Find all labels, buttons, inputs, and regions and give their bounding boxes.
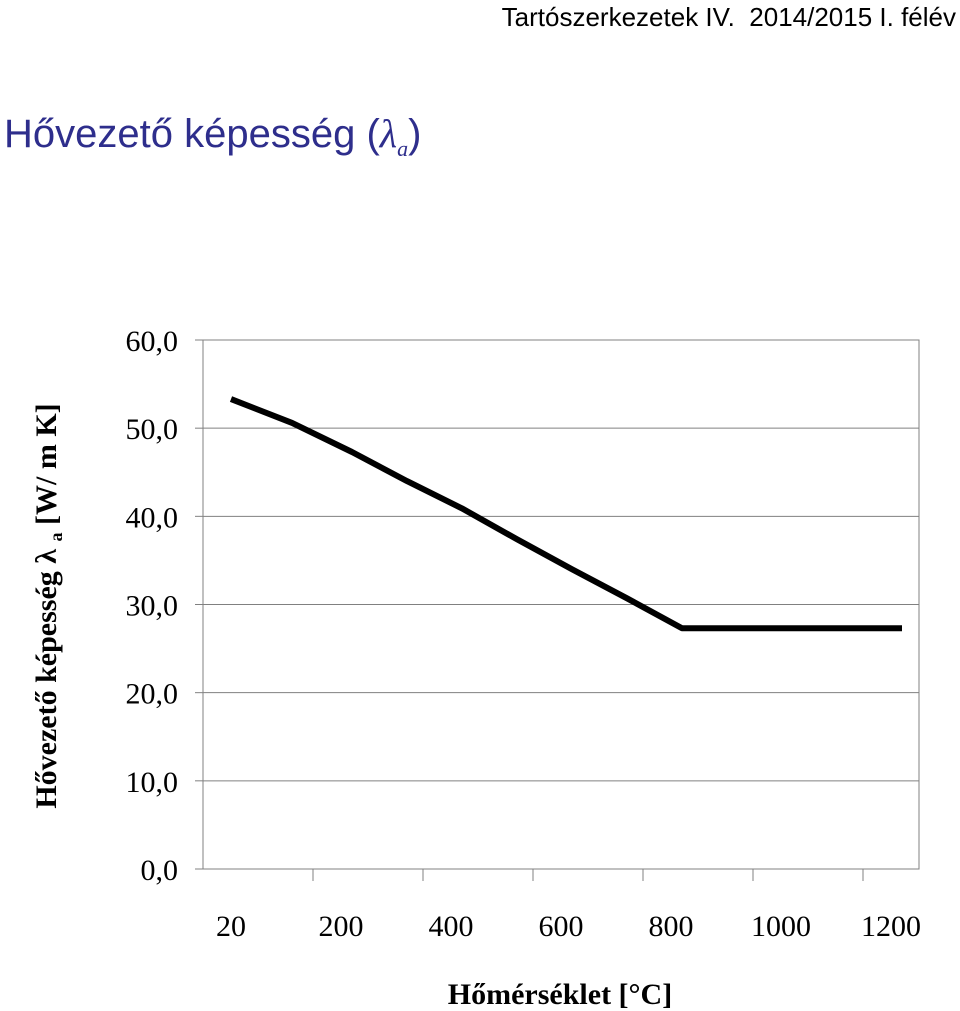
x-tick-label: 400: [429, 910, 474, 943]
x-tick-label: 20: [216, 910, 246, 943]
y-axis-label: Hővezető képesség λ a [W/ m K]: [30, 403, 69, 808]
x-tick-label: 1000: [751, 910, 811, 943]
y-tick-label: 60,0: [126, 325, 179, 358]
page-title-text: Hővezető képesség: [4, 112, 356, 156]
x-tick-label: 600: [539, 910, 584, 943]
course-name: Tartószerkezetek IV.: [501, 2, 735, 32]
series-line: [229, 396, 902, 632]
page-title-symbol: λ: [379, 111, 398, 156]
y-tick-label: 40,0: [126, 501, 179, 534]
y-tick-label: 10,0: [126, 766, 179, 799]
x-axis: 20 200 400 600 800 1000 1200: [216, 869, 921, 943]
y-tick-label: 50,0: [126, 413, 179, 446]
y-axis: 0,0 10,0 20,0 30,0 40,0 50,0 60,0: [126, 325, 203, 887]
x-tick-label: 200: [319, 910, 364, 943]
y-tick-label: 20,0: [126, 678, 179, 711]
course-term: 2014/2015 I. félév: [749, 2, 956, 32]
course-header: Tartószerkezetek IV. 2014/2015 I. félév: [502, 2, 956, 33]
x-axis-label: Hőmérséklet [°C]: [448, 978, 672, 1011]
y-axis-label-unit: [W/ m K]: [30, 403, 63, 525]
y-axis-label-symbol: λ: [30, 549, 63, 564]
page-title-subscript: a: [397, 136, 409, 161]
y-axis-label-subscript: a: [46, 532, 66, 541]
y-tick-label: 30,0: [126, 590, 179, 623]
y-axis-label-text: Hővezető képesség: [30, 571, 63, 808]
y-tick-label: 0,0: [141, 854, 179, 887]
x-tick-label: 800: [649, 910, 694, 943]
x-tick-label: 1200: [861, 910, 921, 943]
page-title: Hővezető képesség (λa): [4, 111, 422, 161]
